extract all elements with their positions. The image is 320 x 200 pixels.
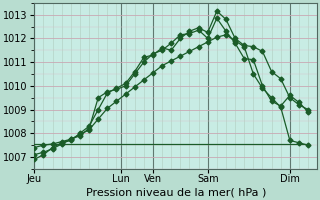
X-axis label: Pression niveau de la mer( hPa ): Pression niveau de la mer( hPa )	[85, 187, 266, 197]
